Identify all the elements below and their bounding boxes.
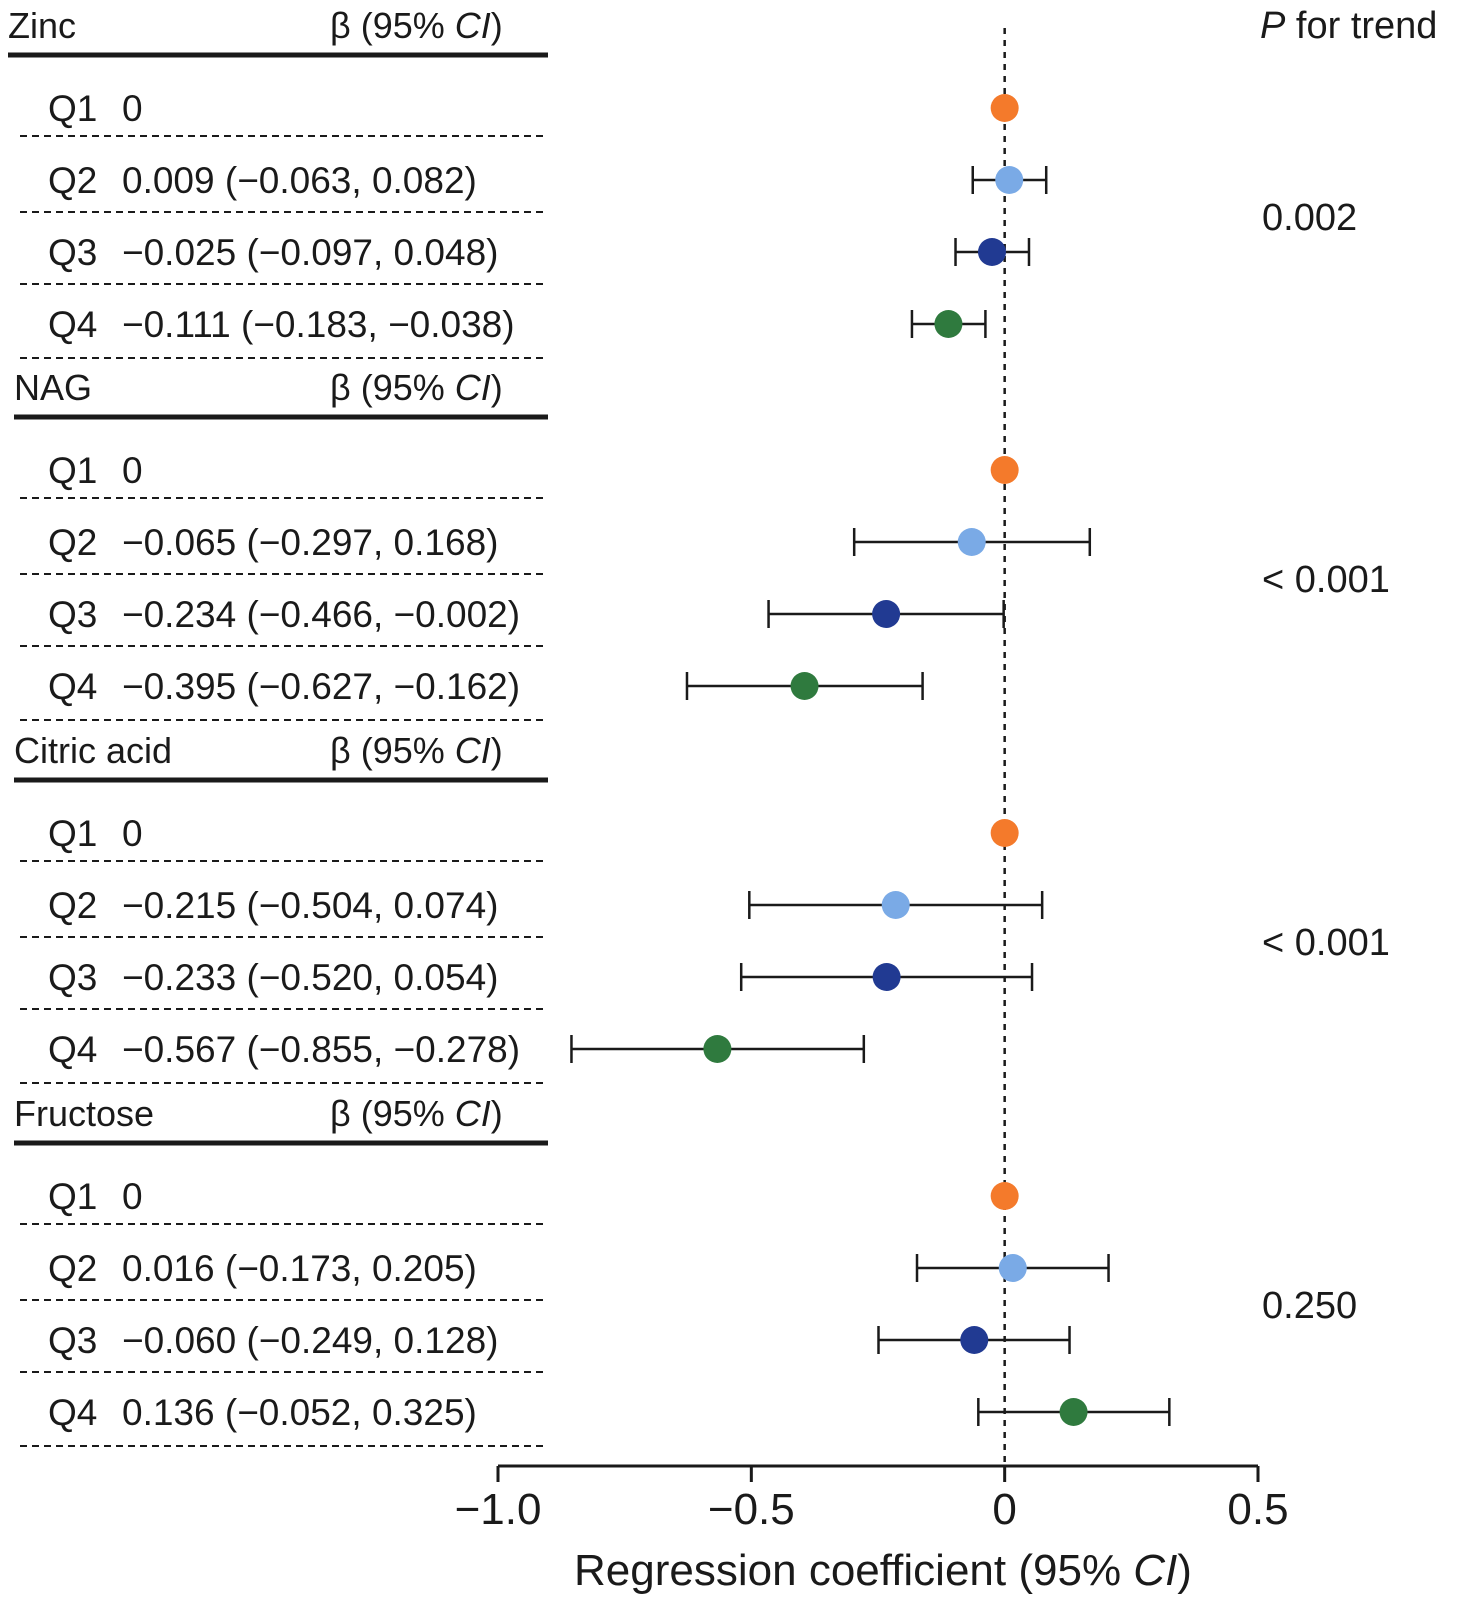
- point-fructose-q2: [998, 1254, 1027, 1282]
- group-name: Fructose: [14, 1093, 154, 1134]
- p-italic: P: [1260, 5, 1286, 47]
- point-nag-q2: [957, 528, 986, 556]
- p-trend-value: 0.250: [1262, 1285, 1357, 1327]
- quartile-label: Q4: [48, 304, 97, 345]
- point-fructose-q4: [1059, 1398, 1088, 1426]
- beta-header-italic: CI: [455, 1093, 491, 1134]
- x-axis: −1.0 −0.5 0 0.5: [455, 1464, 1289, 1534]
- beta-ci-header: β (95% CI): [330, 5, 503, 46]
- quartile-label: Q1: [48, 450, 97, 491]
- beta-header-post: ): [491, 1093, 503, 1134]
- point-citric-acid-q3: [872, 963, 901, 991]
- quartile-label: Q4: [48, 1029, 97, 1070]
- beta-ci-header: β (95% CI): [330, 730, 503, 771]
- group-fructose: Fructose β (95% CI) Q1 0 Q2 0.016 (−0.173, 0.…: [14, 1093, 1357, 1447]
- beta-header-post: ): [491, 367, 503, 408]
- estimate-text: −0.065 (−0.297, 0.168): [122, 522, 498, 563]
- estimate-text: 0.009 (−0.063, 0.082): [122, 160, 477, 201]
- group-zinc: Zinc β (95% CI) Q1 0 Q2 0.009 (−0.063, 0.082)…: [8, 5, 1357, 359]
- point-fructose-q1: [990, 1182, 1019, 1210]
- point-citric-acid-q4: [703, 1035, 732, 1063]
- x-axis-title-post: ): [1177, 1546, 1192, 1595]
- point-nag-q1: [990, 456, 1019, 484]
- quartile-label: Q2: [48, 885, 97, 926]
- p-for-trend-header: P for trend: [1260, 5, 1437, 47]
- p-trend-value: < 0.001: [1262, 559, 1390, 601]
- point-citric-acid-q1: [990, 819, 1019, 847]
- p-trend-value: < 0.001: [1262, 922, 1390, 964]
- estimate-text: −0.025 (−0.097, 0.048): [122, 232, 498, 273]
- x-tick-label: 0: [992, 1485, 1016, 1534]
- quartile-label: Q4: [48, 666, 97, 707]
- beta-header-italic: CI: [455, 5, 491, 46]
- point-zinc-q3: [978, 238, 1006, 266]
- estimate-text: −0.060 (−0.249, 0.128): [122, 1320, 498, 1361]
- forest-groups: Zinc β (95% CI) Q1 0 Q2 0.009 (−0.063, 0.082)…: [8, 5, 1390, 1447]
- estimate-text: 0: [122, 450, 143, 491]
- beta-header-pre: β (95%: [330, 730, 455, 771]
- beta-ci-header: β (95% CI): [330, 367, 503, 408]
- quartile-label: Q2: [48, 522, 97, 563]
- point-fructose-q3: [960, 1326, 989, 1354]
- p-trend-value: 0.002: [1262, 197, 1357, 239]
- forest-marks: [570, 94, 1171, 1426]
- beta-header-pre: β (95%: [330, 367, 455, 408]
- estimate-text: 0: [122, 1176, 143, 1217]
- x-tick-label: 0.5: [1227, 1485, 1288, 1534]
- x-axis-title: Regression coefficient (95% CI): [574, 1546, 1192, 1595]
- estimate-text: 0.016 (−0.173, 0.205): [122, 1248, 477, 1289]
- estimate-text: −0.395 (−0.627, −0.162): [122, 666, 520, 707]
- estimate-text: −0.234 (−0.466, −0.002): [122, 594, 520, 635]
- estimate-text: −0.567 (−0.855, −0.278): [122, 1029, 520, 1070]
- estimate-text: 0: [122, 813, 143, 854]
- quartile-label: Q3: [48, 594, 97, 635]
- x-axis-title-italic: CI: [1133, 1546, 1177, 1595]
- group-nag: NAG β (95% CI) Q1 0 Q2 −0.065 (−0.297, 0.168)…: [14, 367, 1390, 721]
- quartile-label: Q1: [48, 813, 97, 854]
- estimate-text: 0.136 (−0.052, 0.325): [122, 1392, 477, 1433]
- quartile-label: Q3: [48, 957, 97, 998]
- group-name: NAG: [14, 367, 92, 408]
- beta-header-pre: β (95%: [330, 5, 455, 46]
- beta-header-pre: β (95%: [330, 1093, 455, 1134]
- group-name: Citric acid: [14, 730, 172, 771]
- beta-header-post: ): [491, 5, 503, 46]
- quartile-label: Q2: [48, 160, 97, 201]
- p-header-rest: for trend: [1285, 5, 1437, 47]
- point-citric-acid-q2: [881, 891, 910, 919]
- estimate-text: 0: [122, 88, 143, 129]
- point-nag-q4: [790, 672, 819, 700]
- point-zinc-q1: [990, 94, 1019, 122]
- beta-header-post: ): [491, 730, 503, 771]
- point-zinc-q4: [934, 310, 963, 338]
- estimate-text: −0.233 (−0.520, 0.054): [122, 957, 498, 998]
- quartile-label: Q1: [48, 88, 97, 129]
- estimate-text: −0.111 (−0.183, −0.038): [122, 304, 515, 345]
- beta-header-italic: CI: [455, 367, 491, 408]
- estimate-text: −0.215 (−0.504, 0.074): [122, 885, 498, 926]
- x-tick-label: −0.5: [708, 1485, 795, 1534]
- quartile-label: Q2: [48, 1248, 97, 1289]
- group-name: Zinc: [8, 5, 76, 46]
- x-tick-label: −1.0: [455, 1485, 542, 1534]
- beta-header-italic: CI: [455, 730, 491, 771]
- quartile-label: Q3: [48, 232, 97, 273]
- quartile-label: Q1: [48, 1176, 97, 1217]
- group-citric-acid: Citric acid β (95% CI) Q1 0 Q2 −0.215 (−0.504…: [14, 730, 1390, 1084]
- quartile-label: Q4: [48, 1392, 97, 1433]
- point-zinc-q2: [995, 166, 1024, 194]
- beta-ci-header: β (95% CI): [330, 1093, 503, 1134]
- x-axis-title-pre: Regression coefficient (95%: [574, 1546, 1133, 1595]
- point-nag-q3: [872, 600, 901, 628]
- quartile-label: Q3: [48, 1320, 97, 1361]
